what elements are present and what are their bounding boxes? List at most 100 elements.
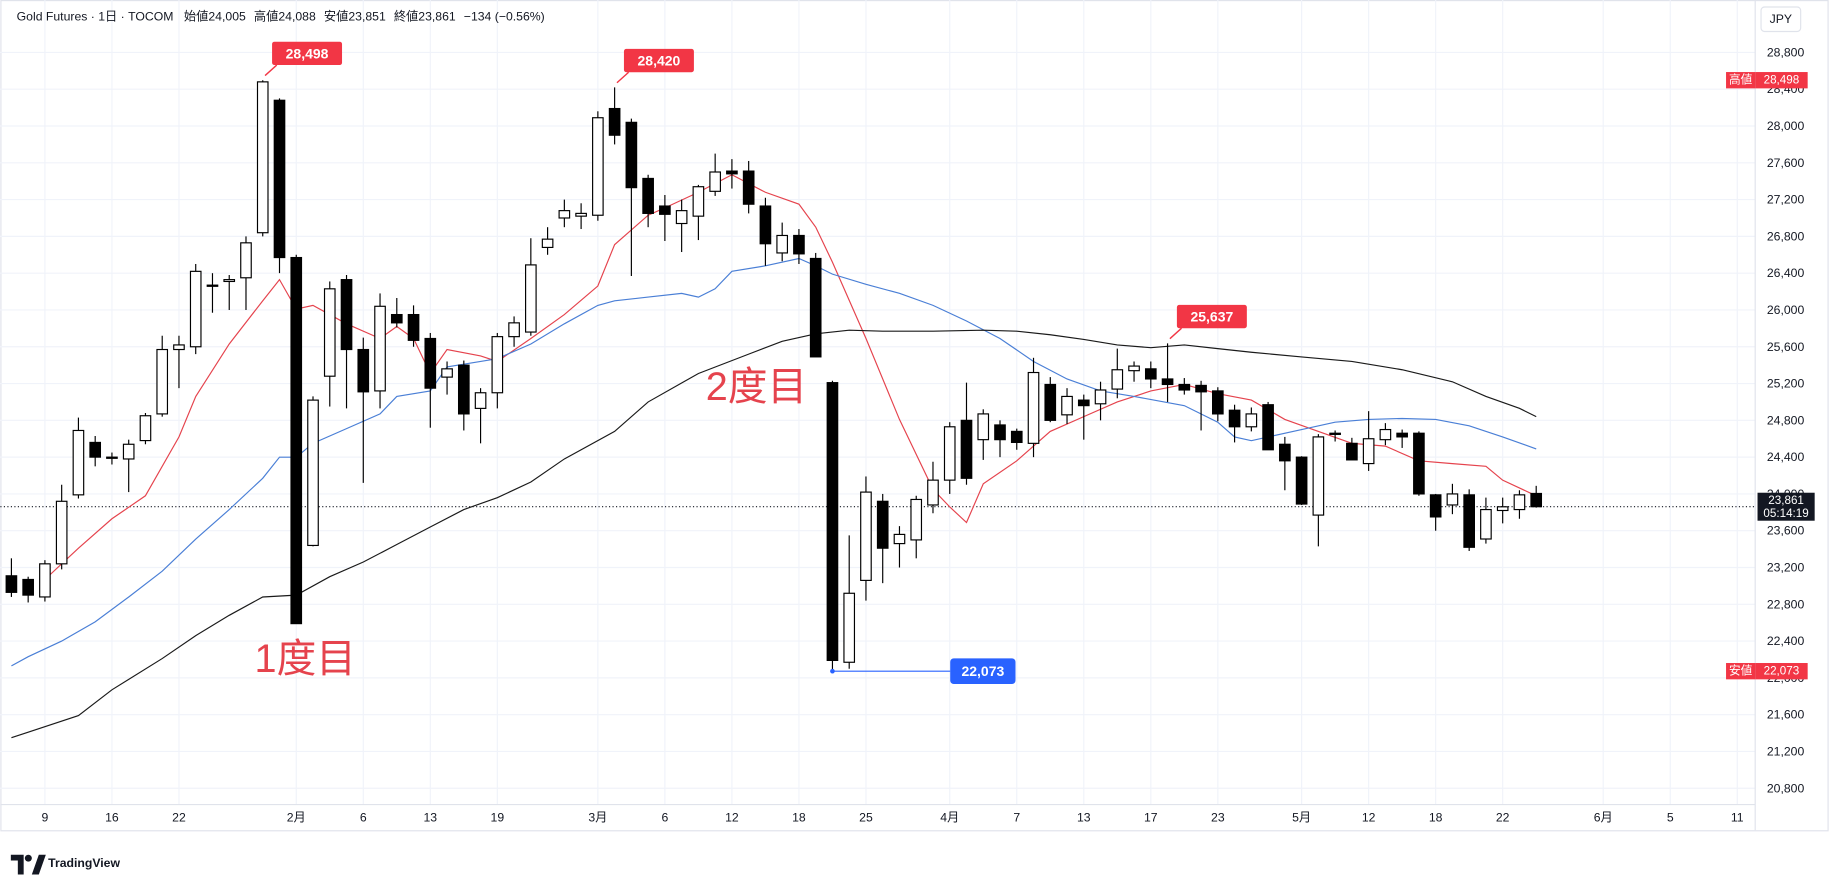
candle-body [1329,432,1341,435]
candle-body [1346,442,1358,461]
candle-body [441,368,453,378]
candle-body [390,313,403,324]
ohlc-value: 23,851 [348,9,386,23]
candle-body [1161,378,1174,386]
candle-body [994,424,1006,441]
ohlc-label: 安値 [324,8,348,23]
candle-body [742,170,755,205]
candle-body [374,305,386,392]
plot-area [0,80,1756,739]
annotation-tag [1176,304,1247,329]
x-tick-label: 16 [105,810,119,824]
price-tag-value: 22,073 [1764,665,1800,678]
candle-body [809,257,822,358]
candle-body [1044,383,1057,421]
y-tick-label: 22,400 [1767,634,1805,648]
change: −134 (−0.56%) [464,9,545,23]
logo-mark [24,854,32,862]
candle-body [876,500,889,549]
x-tick-label: 23 [1211,810,1225,824]
y-tick-label: 22,800 [1767,597,1805,611]
candle-body [223,279,236,283]
candle-body [323,288,336,377]
candle-body [826,382,839,661]
candle-body [1027,371,1040,444]
candle-body [1178,383,1191,391]
x-tick-label: 6月 [1594,810,1613,824]
currency-button[interactable] [1760,6,1802,33]
price-tag-name: 高値 [1729,73,1753,87]
y-tick-label: 27,200 [1767,193,1805,207]
logo-mark [10,854,24,875]
annotation-label: 28,498 [286,45,329,61]
x-tick-label: 12 [725,810,739,824]
candle-body [1463,494,1476,548]
candle-body [709,171,721,192]
x-tick-label: 9 [42,810,49,824]
x-tick-label: 3月 [588,810,607,824]
candle-body [256,81,269,234]
candle-body [1128,365,1140,372]
last-price-value: 23,861 [1768,494,1804,507]
candle-body [457,364,470,415]
candle-body [726,170,738,175]
x-tick-label: 13 [423,810,437,824]
candle-body [189,270,202,348]
candle-body [642,177,654,214]
candle-body [1077,399,1090,407]
annotation-label: 25,637 [1190,309,1233,325]
candle-body [860,491,872,581]
annotation-pointer [264,64,278,77]
ohlc-label: 高値 [254,8,278,23]
candle-body [608,107,621,136]
x-tick-label: 19 [491,810,505,824]
annotation-pointer [1169,327,1183,340]
candle-body [474,392,487,409]
price-tag-name: 安値 [1729,664,1753,678]
candle-body [139,415,152,442]
annotation-dot [830,668,835,674]
candle-body [893,533,906,545]
y-tick-label: 25,600 [1767,340,1805,354]
candle-body [508,322,520,338]
candle-body [1010,430,1023,444]
x-tick-label: 17 [1144,810,1158,824]
y-tick-label: 23,600 [1767,524,1805,538]
candle-body [1245,413,1258,428]
candle-body [1496,506,1509,512]
x-tick-label: 6 [360,810,367,824]
candle-body [1396,432,1408,438]
price-tag-name-box [1726,72,1756,89]
header: Gold Futures · 1日 · TOCOM 始値24,005 高値24,… [17,8,545,23]
annotation-label: 28,420 [638,53,681,69]
overlay: 28,498 28,420 25,637 22,073 高値 28,498 安値 22,073… [264,41,1815,685]
moving-average-line [11,257,1537,667]
candle-body [675,210,688,225]
x-tick-label: 7 [1013,810,1020,824]
candle-body [525,264,537,333]
y-tick-label: 27,600 [1767,156,1805,170]
x-tick-label: 22 [1496,810,1510,824]
candle-body [943,426,956,481]
candle-body [1295,456,1308,505]
x-tick-label: 11 [1731,810,1744,824]
y-tick-label: 23,200 [1767,561,1805,575]
y-tick-label: 20,800 [1767,781,1805,795]
y-tick-label: 21,600 [1767,708,1805,722]
ohlc-value: 23,861 [418,9,456,23]
symbol-title: Gold Futures · 1日 · TOCOM [17,9,174,23]
candle-body [843,592,856,663]
ohlc-label: 始値 [184,8,208,23]
candle-body [1530,492,1543,508]
ohlc-value: 24,088 [278,9,316,23]
annotation-tag [950,658,1016,685]
note: 1度目 [255,637,356,681]
candle-body [1228,409,1241,428]
currency-label[interactable]: JPY [1770,12,1792,26]
candle-body [240,242,252,279]
candle-body [1379,428,1392,441]
y-tick-label: 28,000 [1767,119,1805,133]
candle-body [1279,443,1291,462]
candle-body [592,117,604,216]
